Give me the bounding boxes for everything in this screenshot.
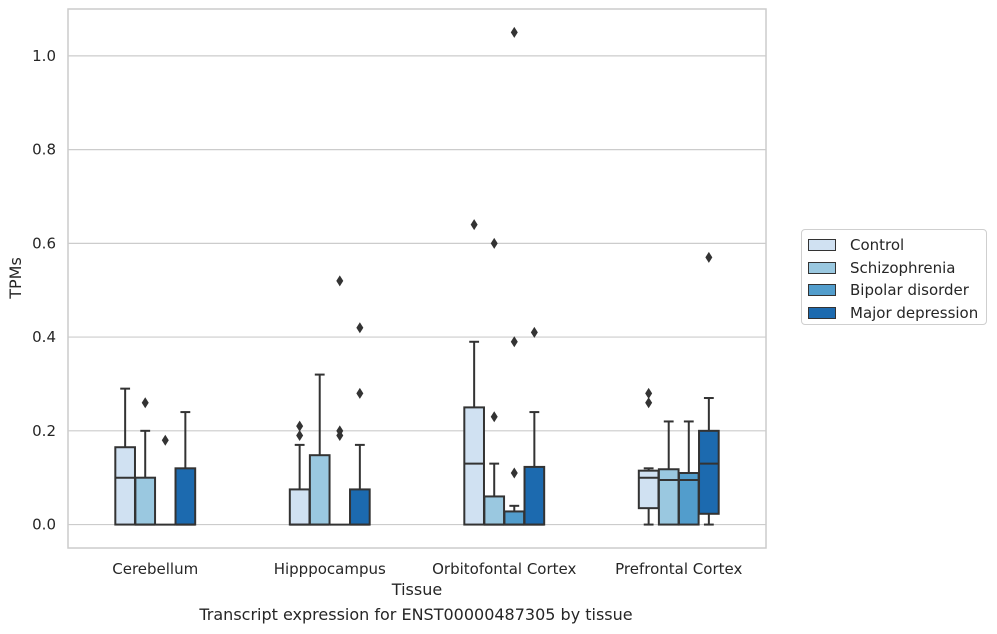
box bbox=[308, 454, 331, 526]
legend-item: Bipolar disorder bbox=[808, 280, 969, 300]
box-group bbox=[698, 251, 720, 526]
legend-label: Control bbox=[850, 236, 905, 254]
outlier-point bbox=[705, 251, 713, 263]
outlier-point bbox=[470, 219, 478, 231]
box-group bbox=[523, 326, 546, 526]
x-tick-label: Hipppocampus bbox=[274, 560, 386, 578]
x-tick-label: Prefrontal Cortex bbox=[615, 560, 742, 578]
box-group bbox=[329, 275, 350, 526]
legend-item: Control bbox=[808, 235, 904, 255]
box-group bbox=[677, 420, 700, 526]
box bbox=[463, 406, 485, 526]
y-tick-label: 1.0 bbox=[32, 47, 56, 65]
outlier-point bbox=[510, 336, 518, 348]
box-group bbox=[155, 434, 176, 526]
box-group bbox=[174, 411, 197, 526]
legend-label: Bipolar disorder bbox=[850, 281, 969, 299]
box-group bbox=[308, 373, 331, 526]
outlier-point bbox=[296, 430, 304, 442]
y-tick-labels: 0.0 0.2 0.4 0.6 0.8 1.0 bbox=[32, 47, 56, 534]
legend-label: Schizophrenia bbox=[850, 258, 956, 277]
x-tick-label: Orbitofontal Cortex bbox=[432, 560, 576, 578]
box bbox=[698, 429, 720, 515]
legend: Control Schizophrenia Bipolar disorder Majo… bbox=[801, 229, 987, 325]
box bbox=[657, 468, 680, 526]
x-axis-title: Tissue bbox=[391, 580, 442, 599]
box bbox=[523, 465, 546, 526]
box-group bbox=[503, 26, 526, 526]
outlier-point bbox=[490, 237, 498, 249]
y-tick-label: 0.6 bbox=[32, 234, 56, 252]
outlier-point bbox=[356, 387, 364, 399]
box-group bbox=[657, 420, 680, 526]
x-tick-labels: Cerebellum Hipppocampus Orbitofontal Corte… bbox=[112, 560, 742, 578]
box bbox=[637, 469, 660, 510]
box bbox=[349, 488, 371, 526]
outlier-point bbox=[336, 275, 344, 287]
x-tick-label: Cerebellum bbox=[112, 560, 198, 578]
box-group bbox=[134, 397, 157, 526]
outlier-point bbox=[356, 322, 364, 334]
outlier-point bbox=[336, 425, 344, 437]
y-tick-label: 0.0 bbox=[32, 516, 56, 534]
chart-caption: Transcript expression for ENST0000048730… bbox=[199, 605, 633, 624]
box bbox=[288, 488, 311, 526]
box bbox=[114, 446, 136, 526]
outlier-point bbox=[141, 397, 149, 409]
y-tick-label: 0.8 bbox=[32, 141, 56, 159]
y-axis-title: TPMs bbox=[6, 257, 25, 300]
box bbox=[503, 510, 526, 526]
plot-frame bbox=[67, 8, 767, 549]
legend-swatch bbox=[808, 306, 836, 319]
legend-swatch bbox=[808, 284, 836, 296]
legend-label: Major depression bbox=[850, 303, 979, 322]
legend-swatch bbox=[808, 261, 836, 274]
outlier-point bbox=[161, 434, 169, 446]
box-group bbox=[637, 387, 660, 526]
outlier-point bbox=[645, 397, 653, 409]
outlier-point bbox=[490, 411, 498, 423]
box bbox=[174, 467, 197, 526]
box-group bbox=[114, 387, 136, 526]
outlier-point bbox=[296, 420, 304, 432]
y-tick-label: 0.2 bbox=[32, 422, 56, 440]
box-group bbox=[463, 219, 485, 526]
outlier-point bbox=[645, 387, 653, 399]
box bbox=[134, 476, 157, 526]
box-group bbox=[288, 420, 311, 526]
legend-item: Schizophrenia bbox=[808, 258, 955, 278]
box-group bbox=[349, 322, 371, 526]
legend-item: Major depression bbox=[808, 303, 978, 323]
box bbox=[483, 495, 506, 526]
y-tick-label: 0.4 bbox=[32, 328, 56, 346]
box-group bbox=[483, 237, 506, 526]
outlier-point bbox=[510, 26, 518, 38]
outlier-point bbox=[530, 326, 538, 338]
outlier-point bbox=[510, 467, 518, 479]
grid-layer bbox=[68, 55, 766, 526]
marks-layer bbox=[114, 26, 720, 526]
legend-swatch bbox=[808, 239, 836, 251]
